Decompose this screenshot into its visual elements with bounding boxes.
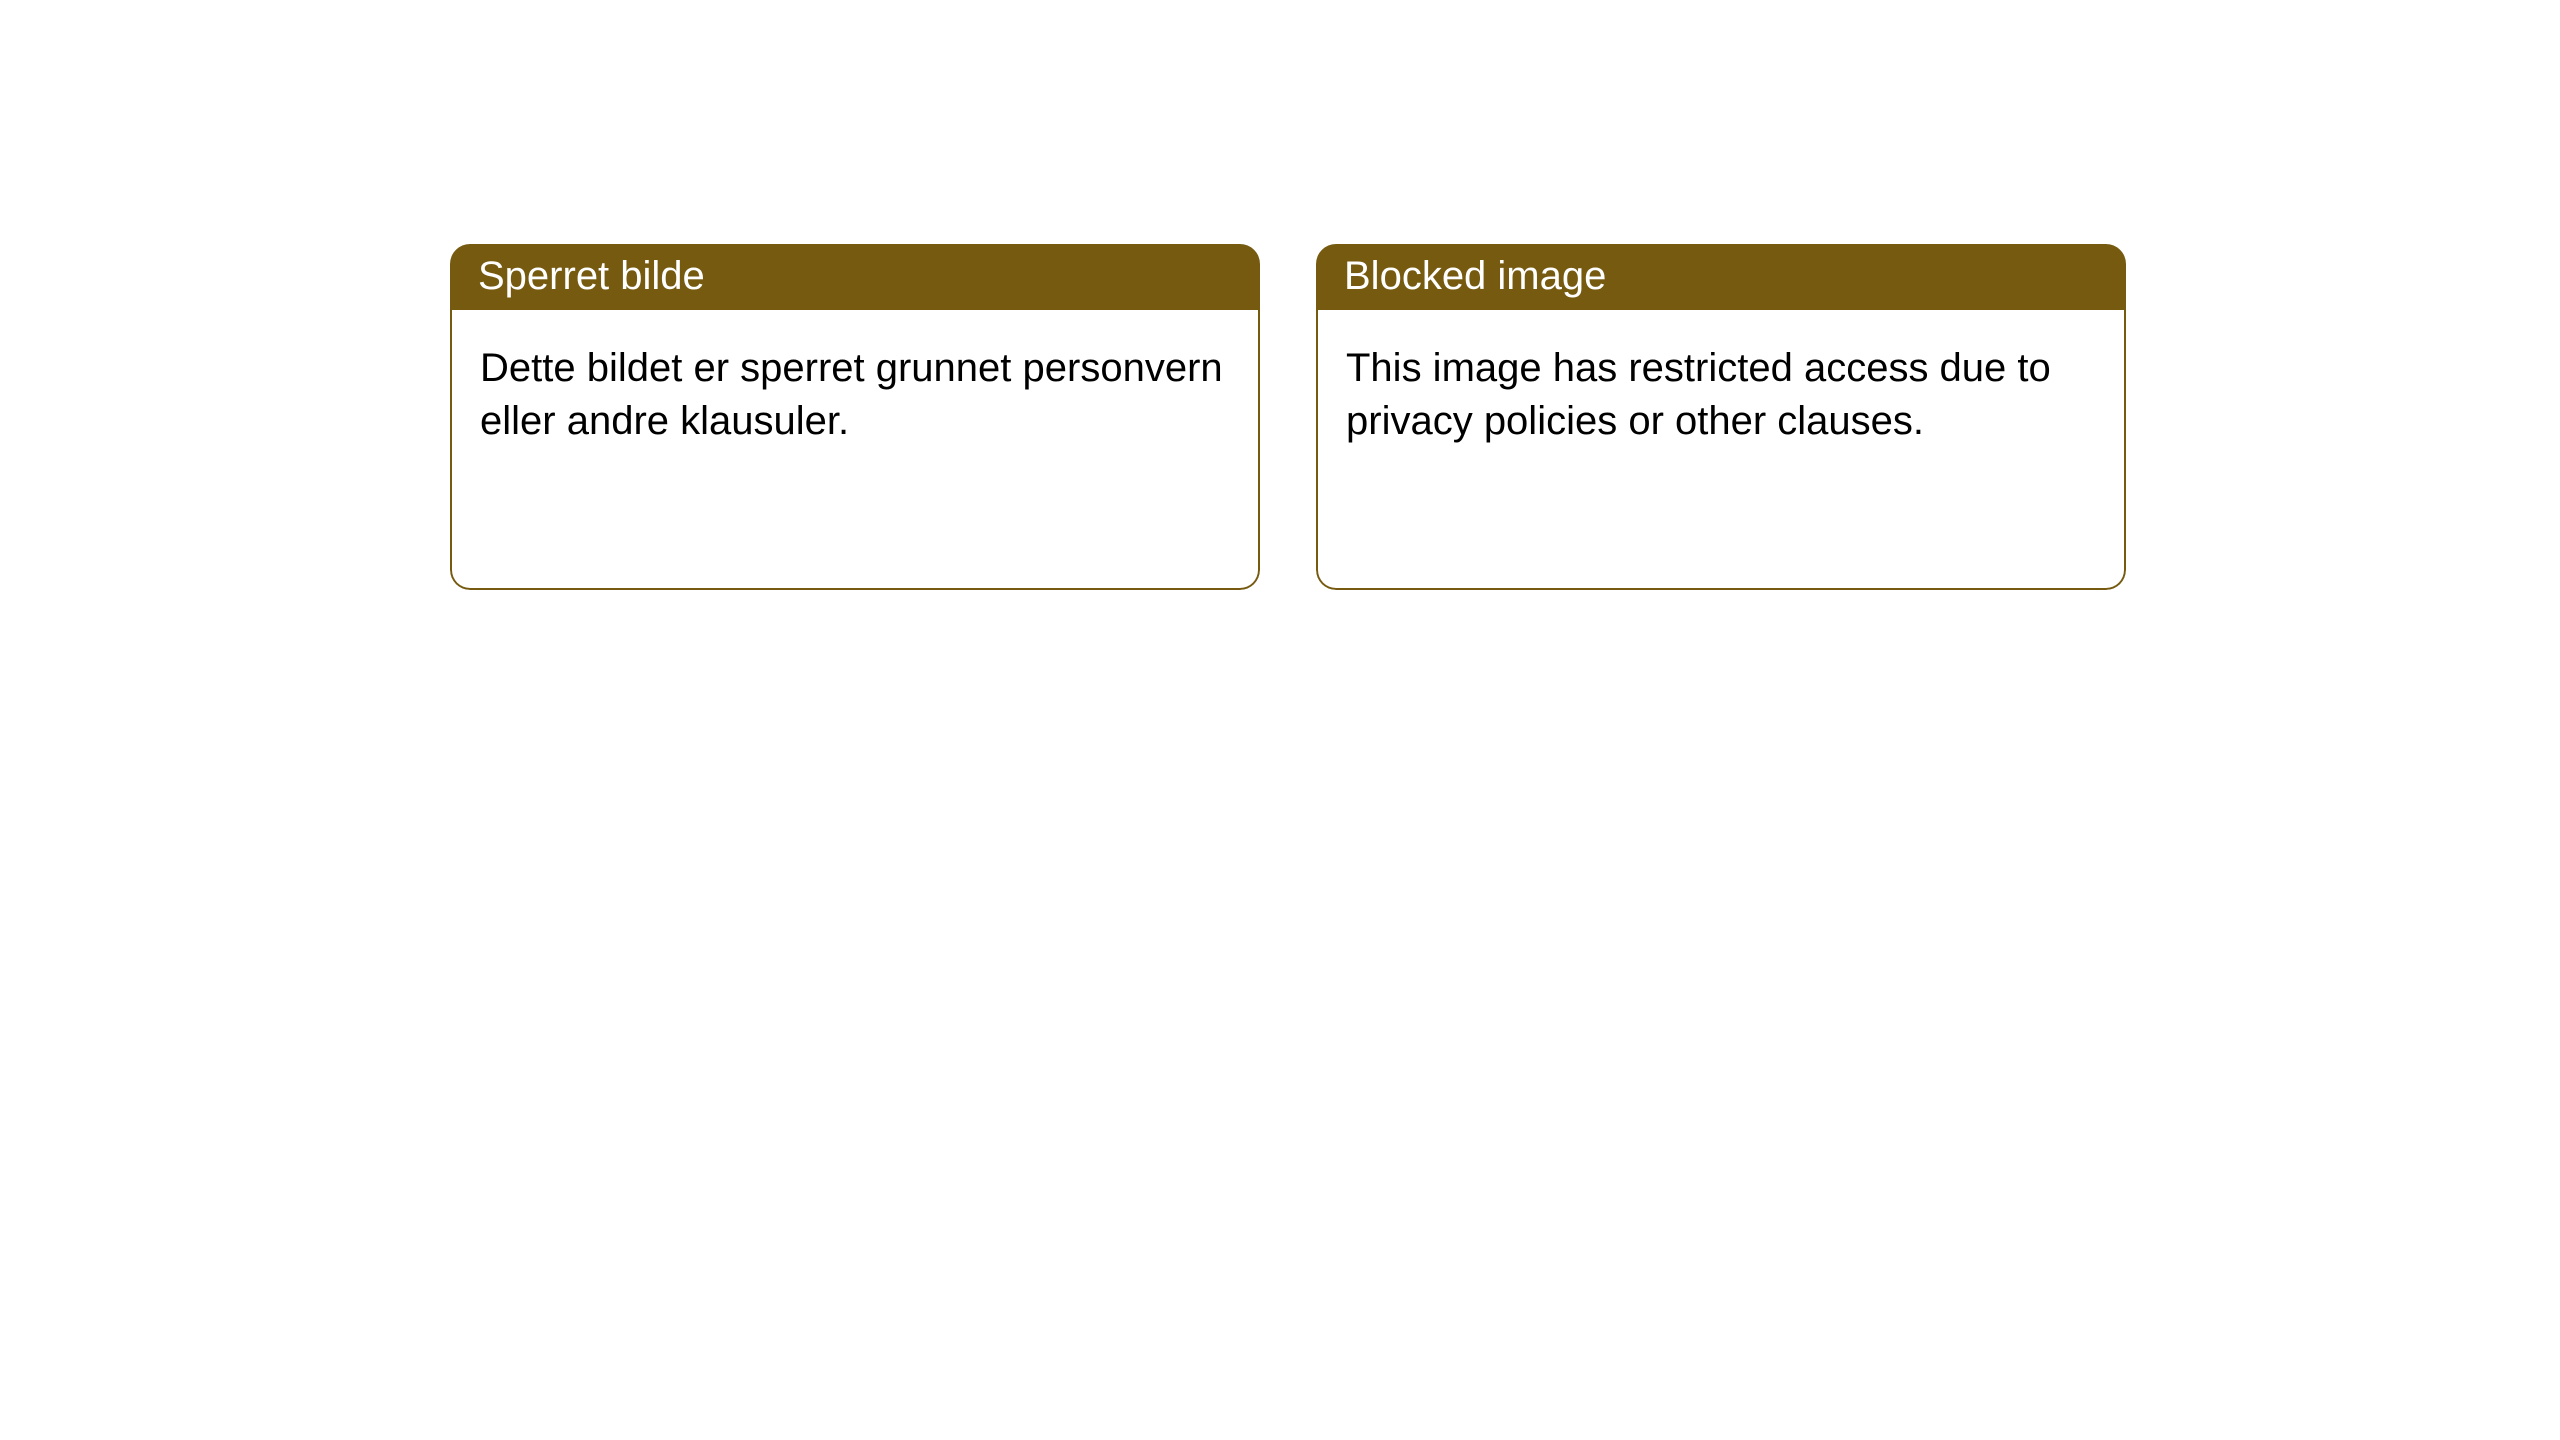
notice-header-english: Blocked image — [1316, 244, 2126, 310]
notice-card-norwegian: Sperret bilde Dette bildet er sperret gr… — [450, 244, 1260, 590]
notice-body-norwegian: Dette bildet er sperret grunnet personve… — [450, 310, 1260, 590]
notice-header-norwegian: Sperret bilde — [450, 244, 1260, 310]
notice-card-english: Blocked image This image has restricted … — [1316, 244, 2126, 590]
notice-container: Sperret bilde Dette bildet er sperret gr… — [0, 0, 2560, 590]
notice-body-english: This image has restricted access due to … — [1316, 310, 2126, 590]
